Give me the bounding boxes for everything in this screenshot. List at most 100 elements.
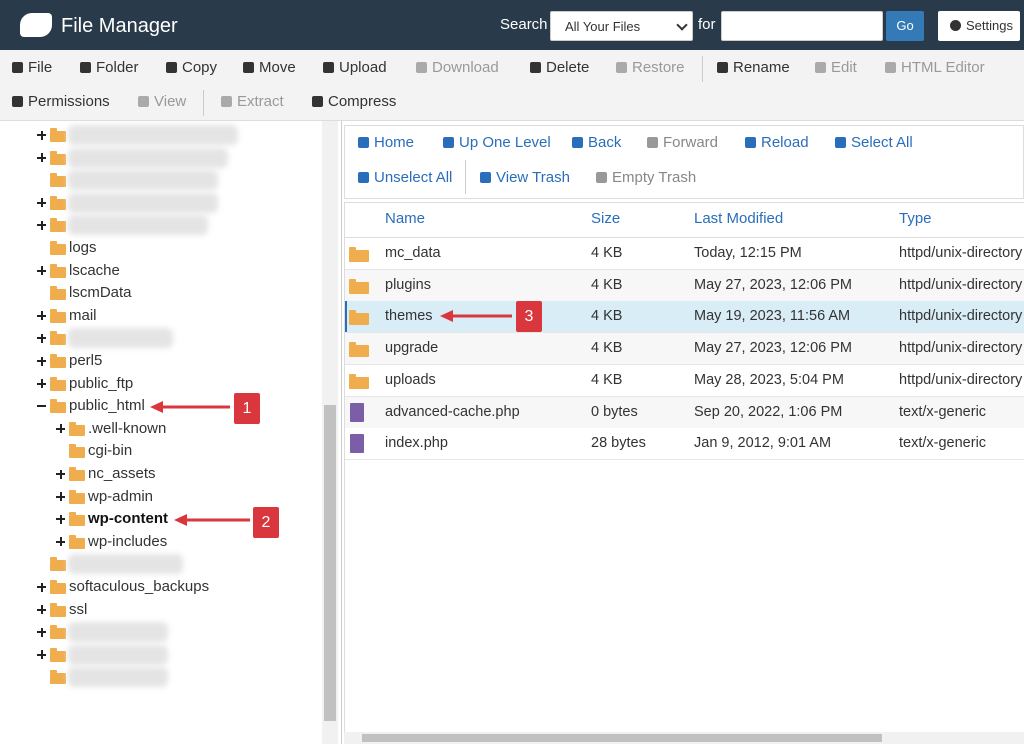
tree-label[interactable]: public_html bbox=[69, 397, 145, 415]
toolbar-button[interactable]: Rename bbox=[717, 59, 790, 76]
table-scrollbar[interactable] bbox=[344, 732, 1024, 744]
toolbar-button[interactable]: Extract bbox=[221, 93, 284, 110]
toolbar-button[interactable]: Move bbox=[243, 59, 296, 76]
column-header[interactable]: Name bbox=[385, 210, 426, 227]
toolbar-button[interactable]: View bbox=[138, 93, 186, 110]
folder-icon bbox=[69, 489, 85, 504]
tree-toggle[interactable] bbox=[37, 405, 46, 408]
tree-toggle[interactable] bbox=[37, 379, 46, 389]
toolbar-button[interactable]: Folder bbox=[80, 59, 139, 76]
cell: May 27, 2023, 12:06 PM bbox=[694, 340, 852, 357]
column-header[interactable]: Last Modified bbox=[694, 210, 784, 227]
toolbar-button[interactable]: Upload bbox=[323, 59, 387, 76]
toolbar-button[interactable]: Edit bbox=[815, 59, 857, 76]
folder-icon bbox=[50, 625, 66, 640]
cell: Sep 20, 2022, 1:06 PM bbox=[694, 403, 843, 420]
tree-toggle[interactable] bbox=[37, 198, 46, 208]
folder-icon bbox=[50, 195, 66, 210]
file-row[interactable] bbox=[345, 364, 1024, 397]
tree-toggle[interactable] bbox=[37, 627, 46, 637]
tree-label[interactable]: ssl bbox=[69, 600, 88, 618]
tree-label[interactable]: wp-includes bbox=[88, 532, 168, 550]
tree-label[interactable]: perl5 bbox=[69, 352, 103, 369]
file-row[interactable] bbox=[345, 269, 1024, 302]
tree-label[interactable]: nc_assets bbox=[88, 465, 156, 482]
tree-label[interactable]: cgi-bin bbox=[88, 442, 133, 460]
blurred-label bbox=[68, 328, 173, 349]
tree-label[interactable]: wp-content bbox=[88, 510, 168, 528]
cell: Today, 12:15 PM bbox=[694, 245, 802, 261]
tree-toggle[interactable] bbox=[56, 424, 65, 434]
nav-button[interactable]: Up One Level bbox=[443, 134, 551, 151]
search-input[interactable] bbox=[721, 11, 883, 41]
nav-button[interactable]: Back bbox=[572, 134, 621, 151]
file-row[interactable] bbox=[345, 396, 1024, 429]
cell: index.php bbox=[385, 435, 448, 452]
tree-label[interactable]: mail bbox=[69, 306, 97, 324]
folder-icon bbox=[50, 557, 66, 572]
file-row[interactable] bbox=[345, 238, 1024, 270]
tree-toggle[interactable] bbox=[56, 514, 65, 524]
toolbar-button[interactable]: HTML Editor bbox=[885, 59, 985, 76]
tree-label[interactable]: softaculous_backups bbox=[69, 578, 210, 595]
tree-label[interactable]: lscmData bbox=[69, 284, 132, 302]
folder-icon bbox=[349, 342, 369, 358]
column-header[interactable]: Type bbox=[899, 210, 932, 227]
settings-text: Settings bbox=[966, 18, 1013, 33]
tree-toggle[interactable] bbox=[56, 537, 65, 547]
separator bbox=[465, 160, 466, 194]
folder-icon bbox=[69, 444, 85, 459]
nav-button[interactable]: Home bbox=[358, 134, 414, 151]
folder-icon bbox=[69, 421, 85, 436]
sidebar-scrollbar[interactable] bbox=[322, 121, 338, 744]
toolbar-button[interactable]: Restore bbox=[616, 59, 685, 76]
tree-toggle[interactable] bbox=[37, 650, 46, 660]
tree-toggle[interactable] bbox=[37, 311, 46, 321]
blurred-label bbox=[68, 192, 218, 213]
search-scope-text: All Your Files bbox=[565, 19, 641, 34]
tree-label[interactable]: wp-admin bbox=[88, 487, 154, 505]
nav-button[interactable]: Unselect All bbox=[358, 169, 452, 186]
tree-toggle[interactable] bbox=[37, 605, 46, 615]
cell: mc_data bbox=[385, 245, 441, 261]
tree-label[interactable]: public_ftp bbox=[69, 374, 134, 392]
tree-toggle[interactable] bbox=[37, 153, 46, 163]
file-row[interactable] bbox=[345, 333, 1024, 366]
tree-toggle[interactable] bbox=[56, 469, 65, 479]
tree-toggle[interactable] bbox=[56, 492, 65, 502]
cell: Jan 9, 2012, 9:01 AM bbox=[694, 435, 832, 452]
toolbar-button[interactable]: Download bbox=[416, 59, 499, 76]
sidebar bbox=[0, 121, 342, 744]
tree-label[interactable]: logs bbox=[69, 239, 97, 256]
folder-icon bbox=[50, 331, 66, 346]
search-scope[interactable]: All Your Files bbox=[550, 11, 693, 41]
nav-button[interactable]: View Trash bbox=[480, 169, 570, 186]
tree-toggle[interactable] bbox=[37, 333, 46, 343]
toolbar-button[interactable]: Copy bbox=[166, 59, 217, 76]
separator bbox=[702, 56, 703, 82]
toolbar-button[interactable]: Compress bbox=[312, 93, 396, 110]
toolbar-button[interactable]: Permissions bbox=[12, 93, 110, 110]
file-icon bbox=[350, 434, 364, 454]
nav-button[interactable]: Forward bbox=[647, 134, 718, 151]
tree-toggle[interactable] bbox=[37, 220, 46, 230]
nav-button[interactable]: Select All bbox=[835, 134, 913, 151]
toolbar-button[interactable]: File bbox=[12, 59, 52, 76]
nav-button[interactable]: Empty Trash bbox=[596, 169, 696, 186]
tree-toggle[interactable] bbox=[37, 582, 46, 592]
settings-button[interactable]: Settings bbox=[938, 11, 1020, 41]
tree-label[interactable]: .well-known bbox=[88, 419, 167, 437]
file-row[interactable] bbox=[345, 428, 1024, 461]
column-header[interactable]: Size bbox=[591, 210, 621, 227]
tree-toggle[interactable] bbox=[37, 130, 46, 140]
tree-toggle[interactable] bbox=[37, 266, 46, 276]
toolbar-button[interactable]: Delete bbox=[530, 59, 589, 76]
folder-icon bbox=[50, 241, 66, 255]
folder-icon bbox=[69, 467, 85, 481]
nav-button[interactable]: Reload bbox=[745, 134, 809, 151]
tree-label[interactable]: lscache bbox=[69, 261, 120, 279]
tree-toggle[interactable] bbox=[37, 356, 46, 366]
go-button[interactable]: Go bbox=[886, 11, 924, 41]
